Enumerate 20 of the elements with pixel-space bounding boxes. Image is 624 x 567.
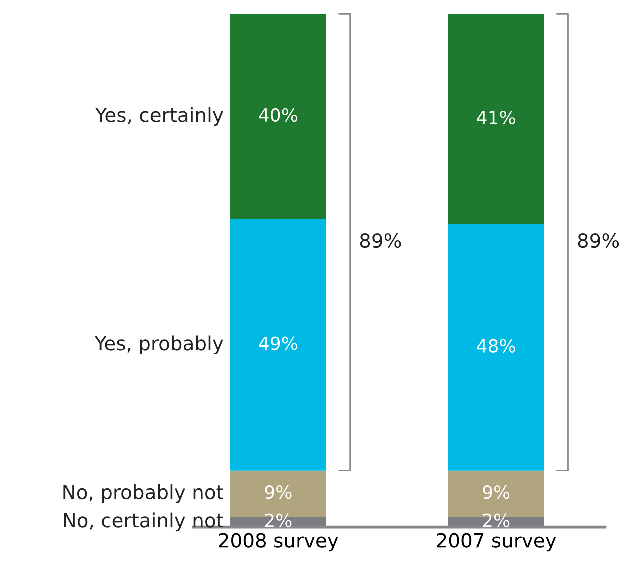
bar (448, 224, 544, 471)
data-label: 48% (477, 339, 516, 353)
data-label: 49% (259, 336, 298, 350)
bar (230, 219, 326, 471)
x-tick-label: 2007 survey (437, 533, 556, 552)
series-label: No, probably not (64, 484, 224, 504)
bar (448, 14, 544, 225)
series-label: Yes, probably (94, 336, 224, 355)
x-tick-label: 2008 survey (219, 533, 338, 552)
annotation: 89% (360, 233, 402, 248)
annotation: 89% (578, 233, 620, 248)
data-label: 2% (265, 514, 292, 528)
series-label: Yes, certainly (95, 107, 224, 126)
bar (230, 14, 326, 220)
data-label: 2% (483, 514, 510, 528)
data-label: 9% (265, 486, 292, 500)
series-label: No, certainly not (64, 512, 224, 532)
data-label: 9% (483, 486, 510, 500)
data-label: 40% (259, 108, 298, 122)
data-label: 41% (477, 110, 516, 125)
